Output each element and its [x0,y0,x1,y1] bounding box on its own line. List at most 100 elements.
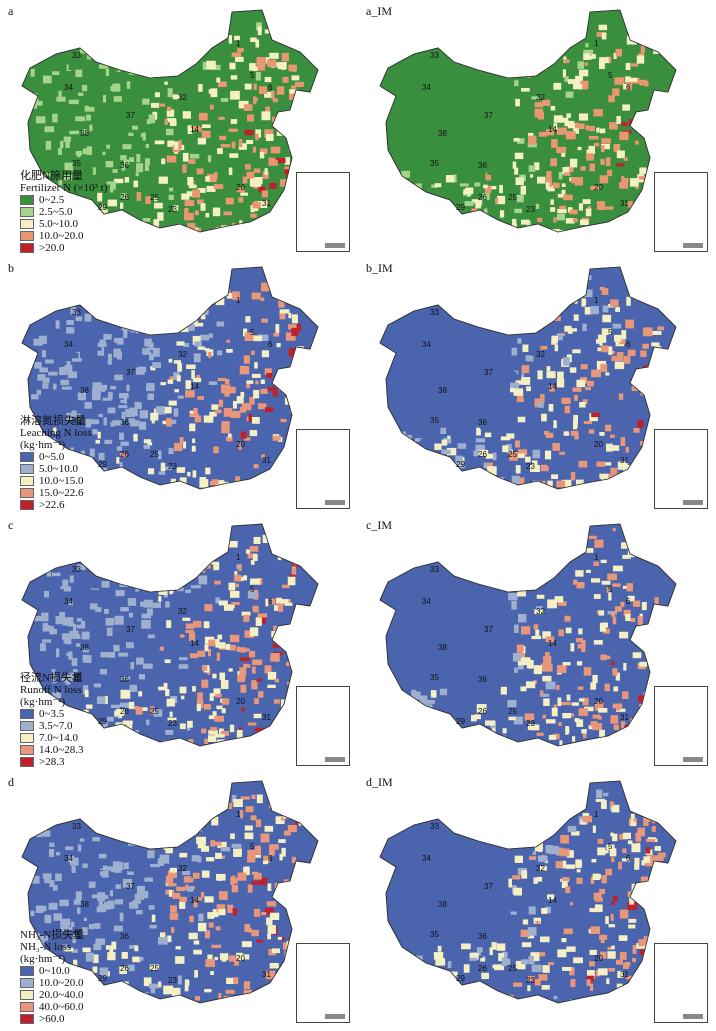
county-cell [510,911,517,915]
county-cell [140,133,145,138]
county-cell [412,746,417,751]
county-cell [414,652,422,659]
county-cell [134,945,139,952]
county-cell [588,725,593,730]
county-cell [534,555,540,562]
county-cell [291,566,297,575]
county-cell [215,852,222,859]
county-cell [144,818,151,824]
county-cell [488,352,498,360]
county-cell [264,368,272,375]
county-cell [143,439,152,444]
county-cell [66,361,71,370]
county-cell [37,294,41,300]
county-cell [537,997,544,1003]
county-cell [570,430,579,436]
county-cell [587,206,592,211]
county-cell [297,556,307,565]
county-cell [439,58,450,67]
county-cell [470,736,479,742]
county-cell [239,667,247,676]
county-cell [506,347,510,352]
county-cell [651,825,656,832]
region-label: 35 [72,930,81,939]
county-cell [518,317,528,323]
county-cell [467,622,475,628]
county-cell [388,390,397,394]
county-cell [215,597,220,604]
county-cell [451,990,456,998]
county-cell [553,821,560,825]
county-cell [463,964,470,973]
county-cell [550,105,556,111]
county-cell [654,799,659,807]
county-cell [584,62,588,66]
county-cell [413,390,417,399]
county-cell [626,975,634,980]
county-cell [267,671,277,680]
county-cell [65,139,70,148]
county-cell [426,704,433,713]
county-cell [497,393,507,399]
county-cell [106,627,113,636]
county-cell [216,652,220,661]
county-cell [123,330,128,338]
county-cell [504,560,511,566]
county-cell [299,140,306,145]
legend-swatch [20,195,34,205]
county-cell [548,734,557,740]
county-cell [264,91,274,98]
county-cell [420,222,425,231]
county-cell [463,94,473,104]
region-label: 25 [508,450,517,459]
legend-item: 15.0~22.6 [20,487,91,499]
county-cell [611,350,615,354]
county-cell [571,702,579,706]
county-cell [200,891,205,898]
county-cell [550,158,558,167]
county-cell [257,613,268,618]
county-cell [573,83,583,90]
county-cell [184,207,189,214]
county-cell [586,149,590,157]
county-cell [294,417,305,424]
county-cell [134,705,139,710]
county-cell [254,362,258,369]
county-cell [271,116,277,123]
region-label: 36 [478,675,487,684]
county-cell [644,288,654,294]
county-cell [149,291,156,297]
county-cell [483,208,488,216]
county-cell [547,599,557,609]
county-cell [627,595,635,602]
county-cell [139,992,149,1000]
legend-swatch [20,207,34,217]
county-cell [108,620,115,624]
county-cell [112,169,118,173]
county-cell [252,659,263,666]
county-cell [602,850,609,854]
county-cell [158,471,166,475]
county-cell [615,672,620,681]
county-cell [260,297,265,302]
county-cell [279,640,286,648]
county-cell [422,102,432,111]
legend-swatch [20,488,34,498]
county-cell [76,621,86,629]
county-cell [567,328,573,334]
county-cell [181,193,190,200]
county-cell [546,371,556,379]
county-cell [119,462,123,468]
county-cell [224,392,230,397]
county-cell [639,176,649,180]
county-cell [585,43,589,48]
county-cell [503,373,507,378]
county-cell [136,546,141,555]
county-cell [68,601,73,606]
county-cell [220,144,231,148]
county-cell [521,657,531,665]
county-cell [189,413,199,417]
county-cell [133,433,138,442]
county-cell [233,848,242,857]
county-cell [418,653,427,660]
